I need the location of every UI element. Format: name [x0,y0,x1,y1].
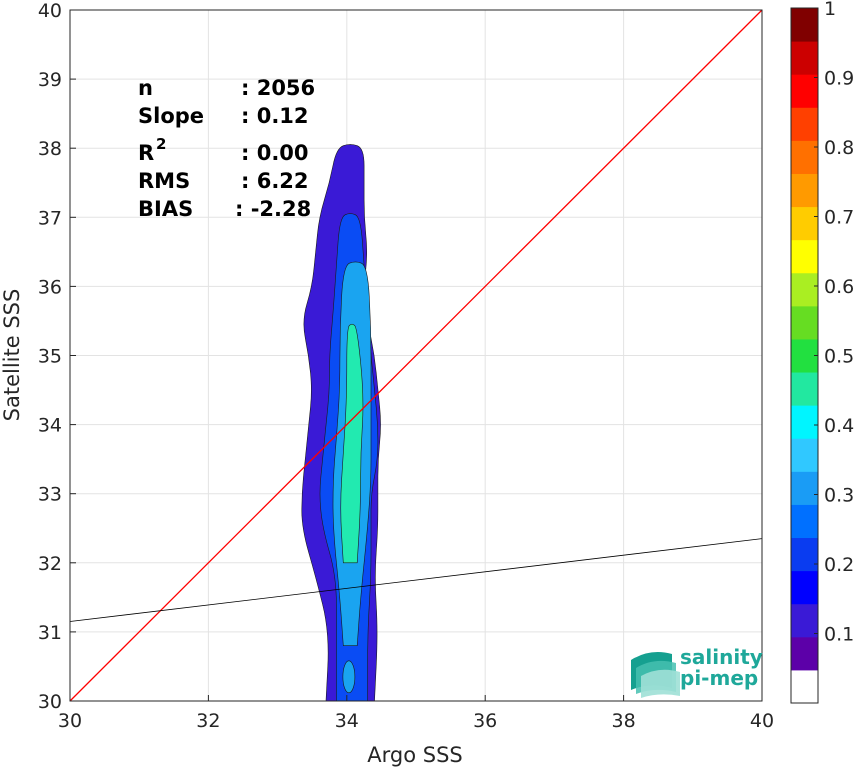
colorbar-band [791,372,818,406]
colorbar-band [791,537,818,572]
x-axis-ticks: 30 32 34 36 38 40 [58,695,774,732]
stat-r2-superscript: 2 [156,135,166,153]
x-tick-label: 36 [473,710,497,732]
colorbar [791,8,818,704]
colorbar-band [791,8,818,42]
y-tick-label: 35 [38,346,62,368]
colorbar-ticks: 0.1 0.2 0.3 0.4 0.5 0.6 0.7 0.8 0.9 1 [814,0,854,646]
density-contour-blob [342,660,356,694]
colorbar-band [791,504,818,539]
x-tick-label: 40 [750,710,774,732]
x-axis-label: Argo SSS [367,743,462,767]
y-tick-label: 33 [38,484,62,506]
colorbar-band [791,570,818,605]
y-tick-label: 32 [38,553,62,575]
colorbar-band [791,603,818,638]
colorbar-tick-label: 0.4 [824,415,854,437]
colorbar-band [791,41,818,75]
colorbar-band [791,107,818,141]
logo-wave-icon [631,652,680,698]
colorbar-band [791,636,818,671]
stats-annotation: n : 2056 Slope : 0.12 R 2 : 0.00 RMS : 6… [138,76,315,221]
colorbar-band [791,272,818,307]
x-tick-label: 34 [335,710,359,732]
colorbar-tick-label: 0.5 [824,346,854,368]
one-to-one-line [69,9,763,702]
stat-n-label: n [138,76,153,100]
colorbar-tick-label: 0.6 [824,276,854,298]
stat-r2-value: : 0.00 [241,141,309,165]
colorbar-tick-label: 0.1 [824,624,854,646]
logo-line2: pi-mep [680,666,758,690]
regression-line [69,538,763,622]
colorbar-band [791,206,818,241]
colorbar-band [791,305,818,340]
colorbar-tick-label: 0.3 [824,485,854,507]
colorbar-band [791,669,818,704]
density-contour-0.4 [340,323,364,564]
x-tick-label: 30 [58,710,82,732]
colorbar-tick-label: 1 [824,0,836,20]
stat-slope-label: Slope [138,104,204,128]
y-tick-label: 36 [38,276,62,298]
colorbar-band [791,140,818,174]
stat-r2-label: R [138,141,154,165]
density-contours [301,144,381,702]
colorbar-band [791,173,818,208]
colorbar-tick-label: 0.9 [824,68,854,90]
stat-n-value: : 2056 [241,76,315,100]
colorbar-band [791,338,818,373]
y-axis-label: Satellite SSS [0,289,24,422]
y-tick-label: 30 [38,691,62,713]
y-tick-label: 31 [38,622,62,644]
colorbar-band [791,405,818,439]
logo-line1: salinity [680,645,763,669]
stat-rms-value: : 6.22 [241,169,309,193]
colorbar-tick-label: 0.7 [824,207,854,229]
fit-lines [69,9,763,702]
stat-bias-value: : -2.28 [235,197,311,221]
y-tick-label: 39 [38,69,62,91]
colorbar-band [791,438,818,472]
y-tick-label: 40 [38,0,62,22]
y-axis-ticks: 30 31 32 33 34 35 36 37 38 39 40 [38,0,76,713]
colorbar-tick-label: 0.2 [824,554,854,576]
stat-rms-label: RMS [138,169,190,193]
stat-slope-value: : 0.12 [241,104,309,128]
x-tick-label: 38 [612,710,636,732]
colorbar-band [791,74,818,108]
colorbar-band [791,239,818,274]
x-tick-label: 32 [196,710,220,732]
y-tick-label: 34 [38,415,62,437]
salinity-pimep-logo: salinity pi-mep [631,645,763,698]
y-tick-label: 37 [38,207,62,229]
y-tick-label: 38 [38,138,62,160]
colorbar-band [791,471,818,505]
stat-bias-label: BIAS [138,197,193,221]
colorbar-tick-label: 0.8 [824,137,854,159]
